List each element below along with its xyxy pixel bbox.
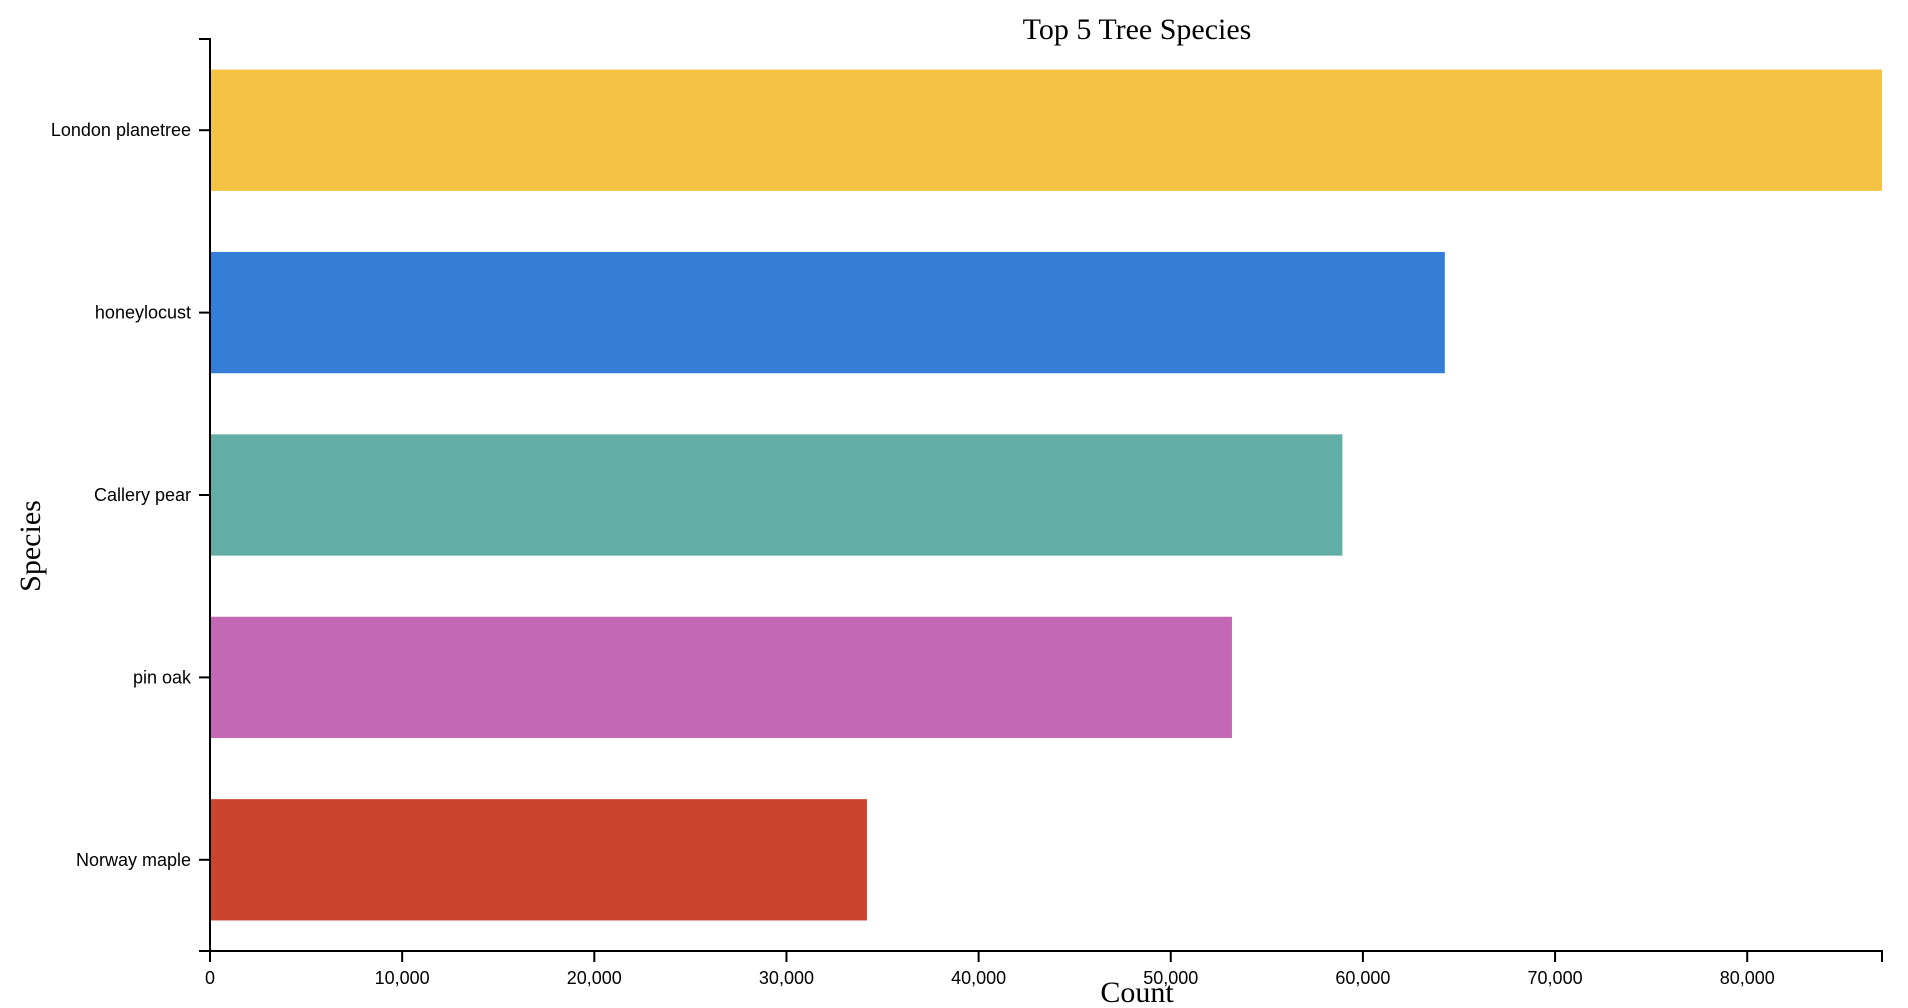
x-axis: 0 10,000 20,000 30,000 40,000 50,000 60,000 70,… xyxy=(205,950,1883,988)
bar-callery-pear xyxy=(210,434,1343,556)
y-tick-label: Callery pear xyxy=(94,485,191,505)
x-tick-label: 80,000 xyxy=(1720,968,1775,988)
bars-layer xyxy=(210,69,1882,921)
x-tick-label: 20,000 xyxy=(567,968,622,988)
bar-honeylocust xyxy=(210,251,1445,374)
y-tick-label: honeylocust xyxy=(95,303,191,323)
y-axis-line xyxy=(199,38,211,952)
y-tick-label: London planetree xyxy=(51,120,191,140)
bar-pin-oak xyxy=(210,616,1232,739)
x-tick-label: 30,000 xyxy=(759,968,814,988)
bar-norway-maple xyxy=(210,799,867,921)
y-axis: London planetree honeylocust Callery pear p… xyxy=(51,38,211,952)
x-tick-label: 50,000 xyxy=(1143,968,1198,988)
x-axis-title: Count xyxy=(1100,976,1174,1008)
bar-london-planetree xyxy=(210,69,1882,191)
y-tick-label: Norway maple xyxy=(76,850,191,870)
x-tick-label: 10,000 xyxy=(375,968,430,988)
y-axis-title: Species xyxy=(14,500,47,592)
x-tick-label: 60,000 xyxy=(1335,968,1390,988)
x-tick-label: 40,000 xyxy=(951,968,1006,988)
chart-title: Top 5 Tree Species xyxy=(1023,13,1252,46)
y-tick-label: pin oak xyxy=(133,667,192,687)
x-tick-label: 0 xyxy=(205,968,215,988)
x-tick-label: 70,000 xyxy=(1528,968,1583,988)
x-axis-line xyxy=(209,950,1883,962)
